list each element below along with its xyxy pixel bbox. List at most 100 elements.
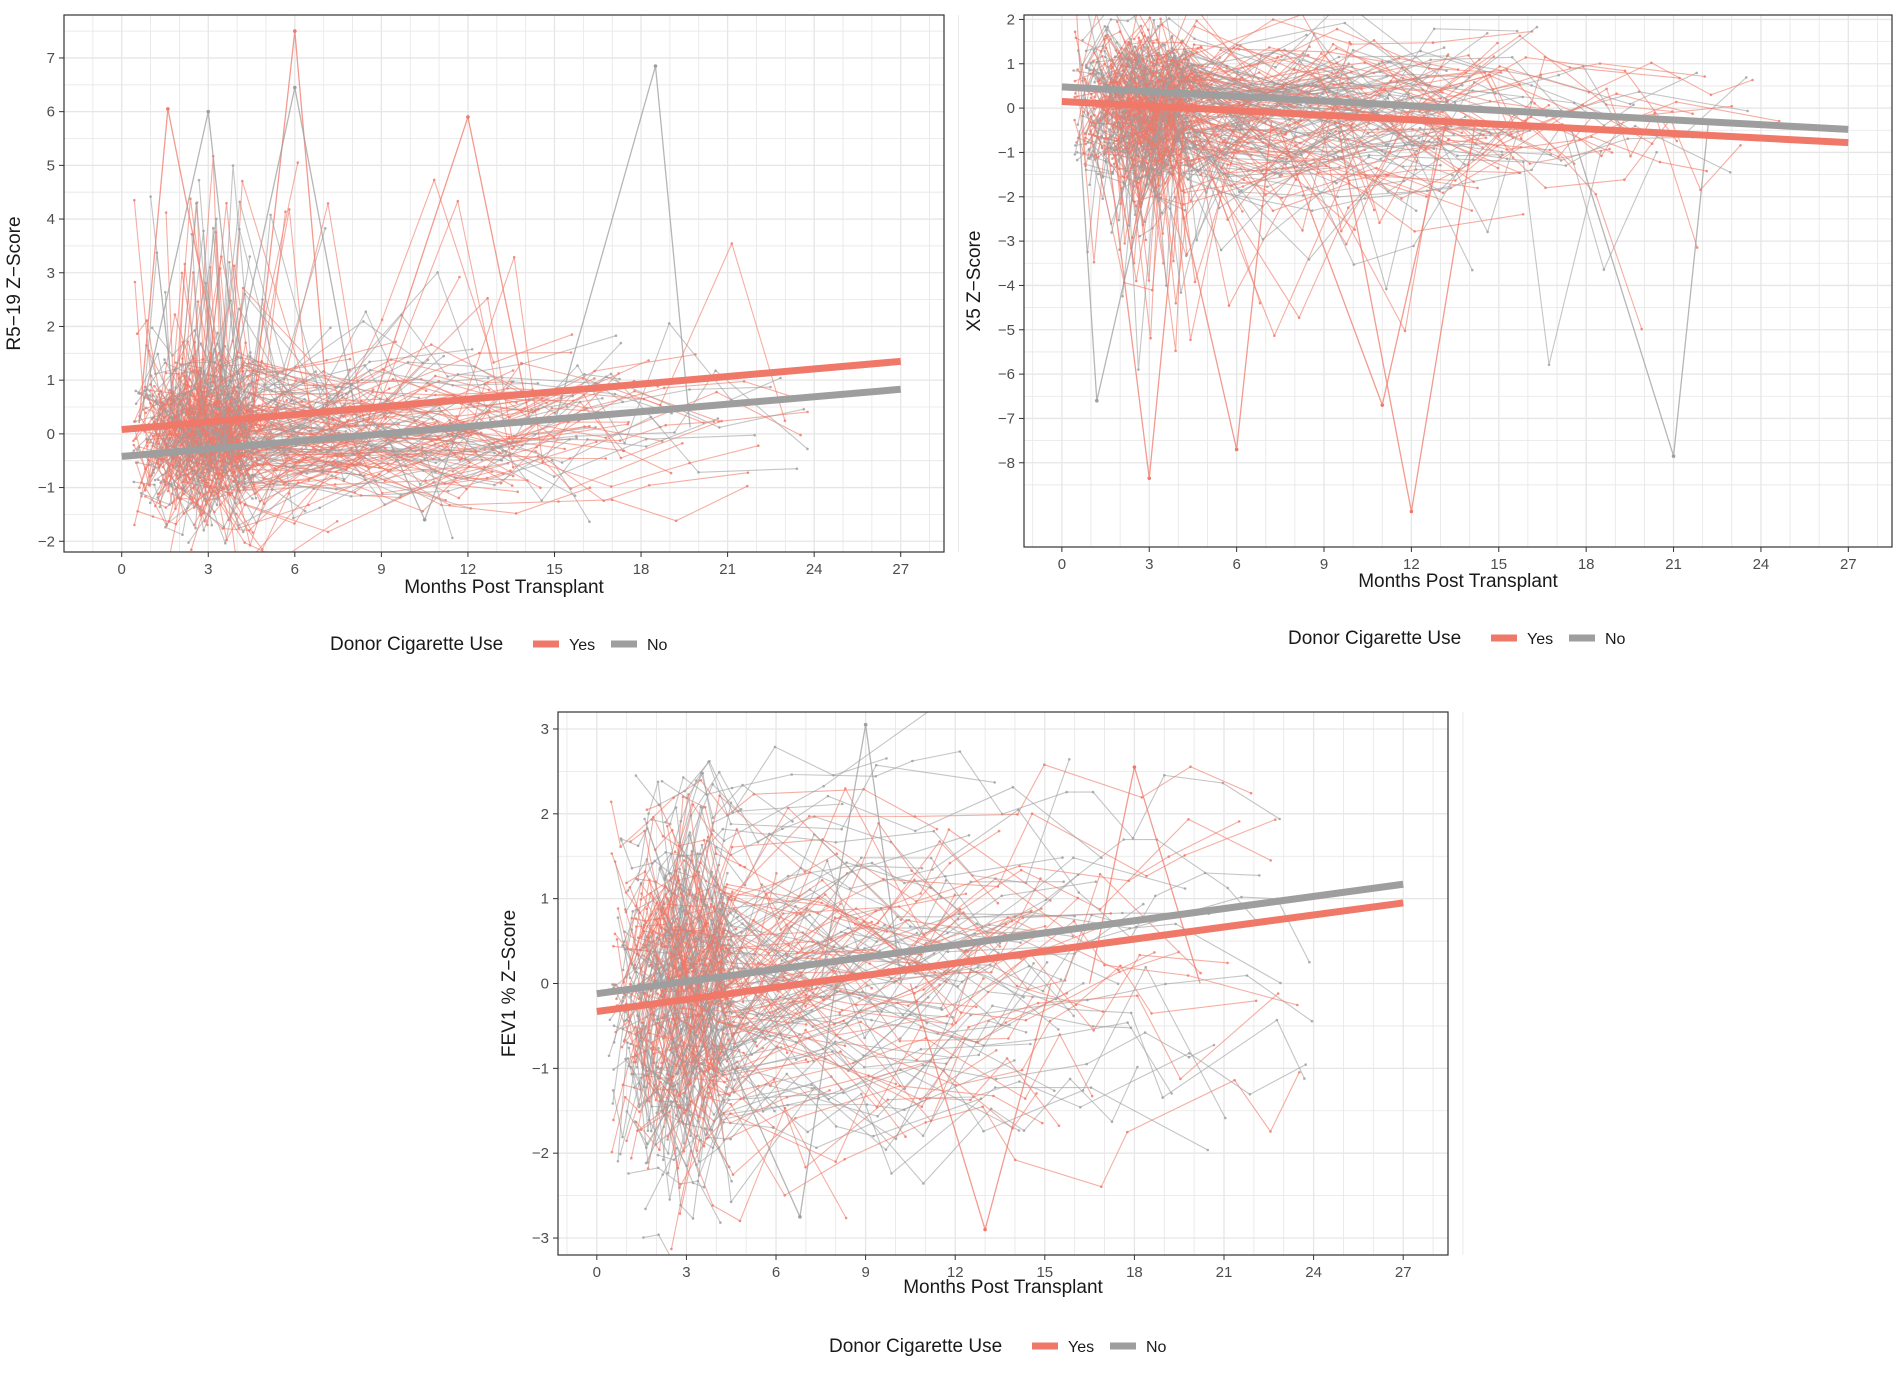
- trajectory-point: [1418, 137, 1421, 140]
- trajectory-point: [583, 394, 586, 397]
- trajectory-point: [238, 228, 241, 231]
- trajectory-point: [1237, 87, 1240, 90]
- trajectory-point: [1112, 112, 1115, 115]
- trajectory-point: [1348, 41, 1351, 44]
- trajectory-point: [1378, 95, 1381, 98]
- trajectory-point: [249, 355, 252, 358]
- trajectory-point: [237, 480, 240, 483]
- trajectory-point: [645, 445, 648, 448]
- trajectory-point: [1429, 63, 1432, 66]
- trajectory-point: [1194, 281, 1197, 284]
- trajectory-point: [1168, 118, 1171, 121]
- trajectory-point: [501, 450, 504, 453]
- y-tick-label: 0: [1007, 100, 1015, 117]
- trajectory-point: [1218, 207, 1221, 210]
- trajectory-point: [1129, 38, 1132, 41]
- trajectory-point: [720, 420, 723, 423]
- trajectory-point: [805, 1058, 808, 1061]
- trajectory-point: [1522, 213, 1525, 216]
- trajectory-point: [798, 1033, 801, 1036]
- trajectory-point: [1141, 31, 1144, 34]
- trajectory-point: [168, 520, 171, 523]
- trajectory-point: [513, 256, 516, 259]
- trajectory-point: [133, 481, 136, 484]
- trajectory-point: [1174, 128, 1177, 131]
- trajectory-point: [1307, 54, 1310, 57]
- x-tick-label: 21: [719, 561, 736, 578]
- trajectory-point: [803, 408, 806, 411]
- trajectory-point: [1073, 96, 1076, 99]
- trajectory-point: [167, 560, 170, 563]
- x-tick-label: 9: [1320, 556, 1328, 573]
- trajectory-point: [769, 386, 772, 389]
- trajectory-point: [178, 377, 181, 380]
- trajectory-point: [1443, 46, 1446, 49]
- trajectory-point: [176, 475, 179, 478]
- trajectory-point: [704, 806, 707, 809]
- trajectory-point: [1136, 10, 1139, 13]
- trajectory-point: [633, 390, 636, 393]
- trajectory-point: [1496, 42, 1499, 45]
- trajectory-point: [189, 368, 192, 371]
- trajectory-point: [1173, 48, 1176, 51]
- trajectory-point: [430, 343, 433, 346]
- trajectory-point: [1087, 141, 1090, 144]
- trajectory-point: [659, 404, 662, 407]
- trajectory-point: [255, 497, 258, 500]
- trajectory-point: [1425, 195, 1428, 198]
- trajectory-point: [516, 491, 519, 494]
- trajectory-point: [621, 401, 624, 404]
- trajectory-point: [207, 414, 210, 417]
- trajectory-point: [1162, 0, 1165, 2]
- trajectory-point: [1166, 82, 1169, 85]
- trajectory-point: [149, 484, 152, 487]
- trajectory-point: [1536, 26, 1539, 29]
- trajectory-point: [501, 376, 504, 379]
- trajectory-point: [1199, 173, 1202, 176]
- trajectory-point: [1099, 82, 1102, 85]
- y-tick-label: −1: [38, 480, 55, 497]
- trajectory-point: [335, 477, 338, 480]
- trajectory-point: [144, 489, 147, 492]
- trajectory-point: [458, 276, 461, 279]
- trajectory-point: [195, 501, 198, 504]
- trajectory-point: [1162, 84, 1165, 87]
- trajectory-point: [1195, 20, 1198, 23]
- trajectory-point: [1471, 89, 1474, 92]
- trajectory-point: [1493, 55, 1496, 58]
- trajectory-point: [1506, 148, 1509, 151]
- trajectory-point: [1118, 72, 1121, 75]
- trajectory-point: [1347, 138, 1350, 141]
- trajectory-point: [645, 438, 648, 441]
- trajectory-point: [225, 539, 228, 542]
- trajectory-point: [291, 434, 294, 437]
- trajectory-point: [557, 500, 560, 503]
- trajectory-point: [715, 391, 718, 394]
- trajectory-point: [1190, 1, 1193, 4]
- trajectory-point: [145, 438, 148, 441]
- trajectory-point: [1412, 245, 1415, 248]
- trajectory-point: [1274, 145, 1277, 148]
- trajectory-point: [617, 907, 620, 910]
- trajectory-point: [1184, 209, 1187, 212]
- trajectory-point: [236, 457, 239, 460]
- trajectory-point: [1242, 185, 1245, 188]
- trajectory-point: [1454, 101, 1457, 104]
- trajectory-point: [1164, 983, 1167, 986]
- trajectory-point: [1085, 50, 1088, 53]
- x-tick-label: 0: [118, 561, 126, 578]
- trajectory-point: [1295, 178, 1298, 181]
- trajectory-point: [602, 500, 605, 503]
- trajectory-point: [1175, 70, 1178, 73]
- trajectory-point: [922, 988, 925, 991]
- trajectory-point: [563, 448, 566, 451]
- trajectory-point: [1476, 187, 1479, 190]
- trajectory-point: [852, 1062, 855, 1065]
- trajectory-point: [1335, 105, 1338, 108]
- trajectory-point: [625, 882, 628, 885]
- trajectory-point: [806, 411, 809, 414]
- trajectory-point: [1188, 74, 1191, 77]
- trajectory-point: [1297, 89, 1300, 92]
- trajectory-point: [593, 370, 596, 373]
- trajectory-point: [248, 529, 251, 532]
